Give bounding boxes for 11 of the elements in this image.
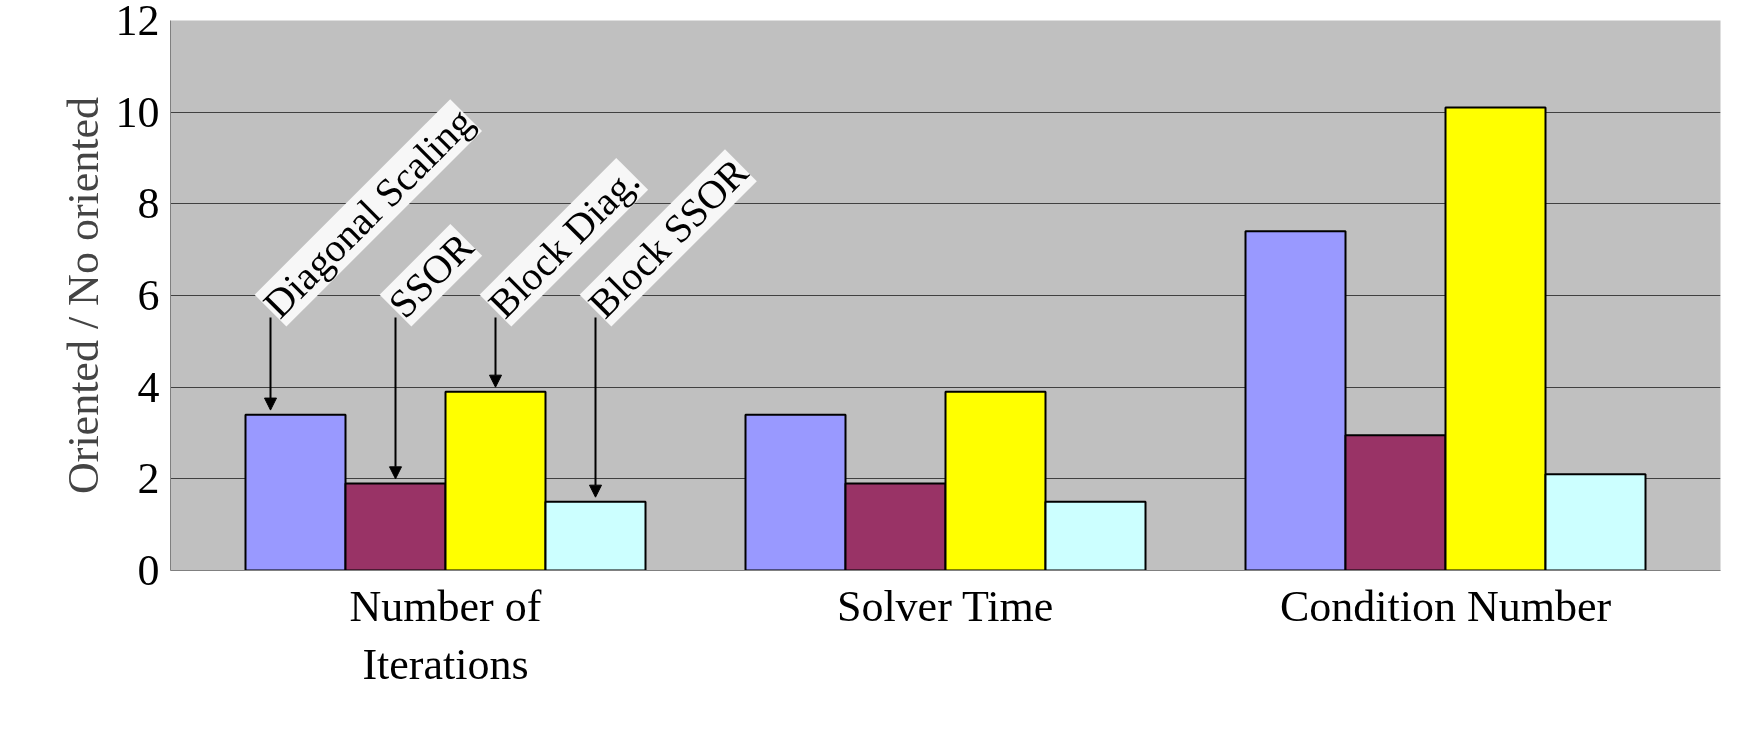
x-tick-label: Solver Time: [836, 581, 1054, 631]
y-axis-title: Oriented / No oriented: [58, 96, 108, 495]
y-tick-label: 6: [137, 271, 160, 320]
y-tick-label: 0: [137, 546, 160, 595]
x-tick-label: Condition Number: [1279, 581, 1612, 631]
x-tick-label: Number of Iterations: [349, 581, 542, 690]
y-tick-label: 12: [115, 0, 160, 45]
y-tick-label: 10: [115, 87, 160, 137]
y-tick-label: 4: [137, 362, 160, 412]
y-tick-label: 2: [137, 454, 160, 504]
y-tick-label: 8: [137, 179, 160, 229]
